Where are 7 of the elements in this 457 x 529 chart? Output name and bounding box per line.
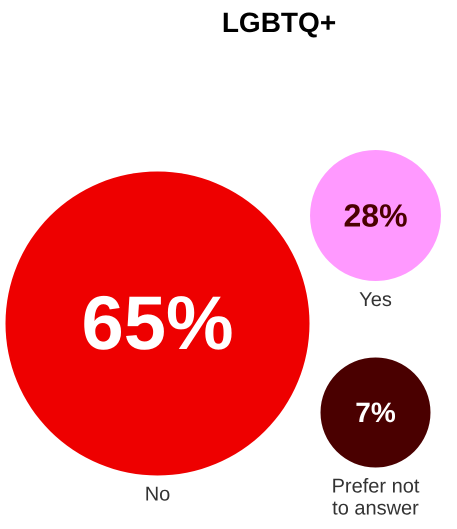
- category-label: Yes: [359, 288, 392, 311]
- category-label: Prefer not to answer: [332, 476, 420, 520]
- text: LGBTQ+: [222, 7, 336, 38]
- data-label: 65%: [81, 281, 234, 366]
- category-label: No: [144, 484, 170, 506]
- data-label: 28%: [343, 198, 408, 234]
- data-label: 7%: [355, 397, 396, 428]
